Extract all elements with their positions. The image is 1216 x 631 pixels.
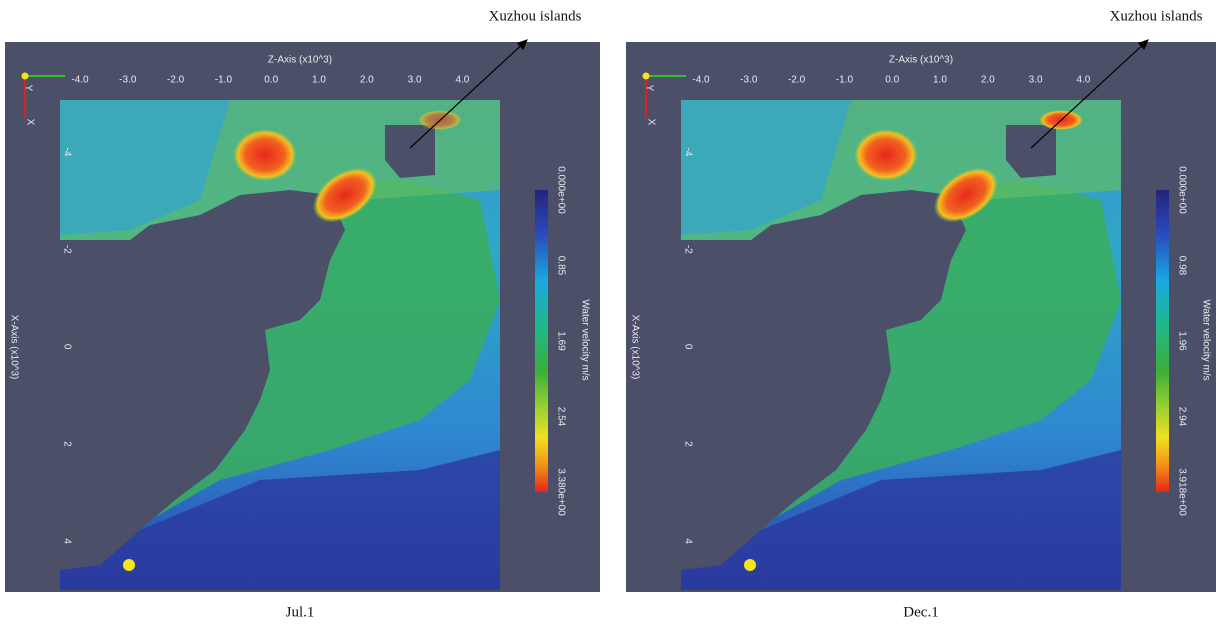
x-axis-title: X-Axis (x10^3)	[8, 315, 19, 380]
colorbar-label: 1.96	[1176, 331, 1187, 351]
figure: Y X Z-Axis (x10^3) -4.0 -3.0 -2.0 -1.0 0.0 1.0 2.…	[0, 0, 1216, 631]
z-tick-label: -3.0	[740, 75, 758, 86]
orient-label: X	[24, 119, 35, 126]
colorbar-label: 0.000e+00	[555, 166, 566, 214]
hotspot	[233, 129, 297, 181]
z-tick-label: -4.0	[692, 75, 710, 86]
z-tick-label: 0.0	[885, 75, 899, 86]
annotation: Xuzhou islands	[1110, 8, 1203, 24]
x-axis-title: X-Axis (x10^3)	[629, 315, 640, 380]
z-tick-label: 1.0	[312, 75, 326, 86]
z-tick-label: 3.0	[408, 75, 422, 86]
orient-label: Y	[22, 85, 33, 92]
z-tick-label: 4.0	[1076, 75, 1090, 86]
x-tick-label: 4	[61, 538, 72, 544]
orient-label: X	[645, 119, 656, 126]
z-tick-label: 2.0	[360, 75, 374, 86]
station-marker	[123, 559, 135, 571]
colorbar-title: Water velocity m/s	[1200, 299, 1211, 380]
colorbar-title: Water velocity m/s	[579, 299, 590, 380]
x-tick-label: 4	[682, 538, 693, 544]
colorbar-label: 3.380e+00	[555, 468, 566, 516]
colorbar-label: 3.918e+00	[1176, 468, 1187, 516]
x-tick-label: 2	[61, 441, 72, 447]
x-tick-label: 2	[682, 441, 693, 447]
colorbar-label: 2.94	[1176, 407, 1187, 427]
annotation: Xuzhou islands	[489, 8, 582, 24]
caption: Jul.1	[286, 604, 315, 620]
colorbar-label: 1.69	[555, 331, 566, 351]
z-tick-label: 4.0	[455, 75, 469, 86]
caption: Dec.1	[903, 604, 938, 620]
z-tick-label: -3.0	[119, 75, 137, 86]
colorbar-label: 2.54	[555, 407, 566, 427]
z-tick-label: -1.0	[215, 75, 233, 86]
z-axis-title: Z-Axis (x10^3)	[889, 55, 953, 66]
orient-origin	[643, 73, 650, 80]
z-tick-label: 3.0	[1029, 75, 1043, 86]
orient-origin	[22, 73, 29, 80]
x-tick-label: -2	[61, 245, 72, 254]
x-tick-label: 0	[61, 344, 72, 350]
panel: Y X Z-Axis (x10^3) -4.0 -3.0 -2.0 -1.0 0.0 1.0 2.…	[626, 8, 1216, 620]
z-axis-title: Z-Axis (x10^3)	[268, 55, 332, 66]
orient-label: Y	[643, 85, 654, 92]
panel: Y X Z-Axis (x10^3) -4.0 -3.0 -2.0 -1.0 0.0 1.0 2.…	[5, 8, 600, 620]
hotspot	[854, 129, 918, 181]
z-tick-label: 1.0	[933, 75, 947, 86]
colorbar	[1156, 190, 1169, 492]
colorbar	[535, 190, 548, 492]
colorbar-label: 0.85	[555, 256, 566, 276]
z-tick-label: -1.0	[836, 75, 854, 86]
station-marker	[744, 559, 756, 571]
colorbar-label: 0.000e+00	[1176, 166, 1187, 214]
z-tick-label: -2.0	[167, 75, 185, 86]
z-tick-label: -2.0	[788, 75, 806, 86]
z-tick-label: 0.0	[264, 75, 278, 86]
colorbar-label: 0.98	[1176, 256, 1187, 276]
x-tick-label: -4	[61, 148, 72, 157]
z-tick-label: 2.0	[981, 75, 995, 86]
x-tick-label: 0	[682, 344, 693, 350]
x-tick-label: -2	[682, 245, 693, 254]
x-tick-label: -4	[682, 148, 693, 157]
z-tick-label: -4.0	[71, 75, 89, 86]
